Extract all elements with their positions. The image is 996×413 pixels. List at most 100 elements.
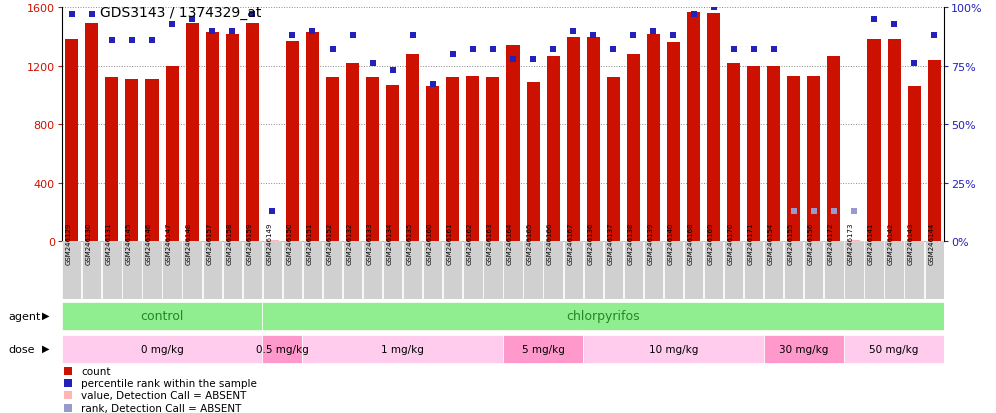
Bar [868, 40, 880, 242]
Bar [286, 42, 299, 242]
Text: GSM246158: GSM246158 [226, 222, 232, 264]
Bar [86, 24, 99, 242]
Text: GSM246155: GSM246155 [788, 222, 794, 264]
Text: 0.5 mg/kg: 0.5 mg/kg [256, 344, 309, 354]
Bar [123, 242, 141, 299]
Bar [646, 35, 660, 242]
Text: ▶: ▶ [42, 310, 50, 320]
Bar [283, 242, 302, 299]
Text: 5 mg/kg: 5 mg/kg [522, 344, 565, 354]
Bar [103, 242, 122, 299]
Bar [707, 14, 720, 242]
Bar [262, 302, 944, 330]
Bar [323, 242, 343, 299]
Bar [222, 242, 242, 299]
Bar [626, 55, 639, 242]
Bar [787, 77, 801, 242]
Bar [884, 242, 903, 299]
Text: GDS3143 / 1374329_at: GDS3143 / 1374329_at [100, 6, 261, 20]
Text: GSM246148: GSM246148 [186, 222, 192, 264]
Bar [764, 242, 784, 299]
Bar [326, 78, 339, 242]
Bar [62, 302, 262, 330]
Bar [904, 242, 923, 299]
Bar [145, 80, 158, 242]
Text: chlorpyrifos: chlorpyrifos [567, 309, 640, 323]
Text: rank, Detection Call = ABSENT: rank, Detection Call = ABSENT [81, 403, 242, 413]
Text: GSM246138: GSM246138 [627, 222, 633, 265]
Text: value, Detection Call = ABSENT: value, Detection Call = ABSENT [81, 390, 247, 401]
Bar [687, 13, 700, 242]
Text: GSM246135: GSM246135 [406, 222, 412, 264]
Bar [643, 242, 663, 299]
Bar [66, 40, 79, 242]
Text: GSM246159: GSM246159 [246, 222, 252, 264]
Text: GSM246146: GSM246146 [146, 222, 152, 264]
Bar [684, 242, 703, 299]
Text: GSM246149: GSM246149 [266, 222, 272, 264]
Bar [584, 335, 764, 363]
Bar [303, 242, 322, 299]
Text: GSM246151: GSM246151 [307, 222, 313, 264]
Bar [587, 38, 600, 242]
Text: GSM246163: GSM246163 [487, 222, 493, 265]
Bar [263, 242, 282, 299]
Text: GSM246156: GSM246156 [808, 222, 814, 264]
Bar [845, 242, 864, 299]
Text: 10 mg/kg: 10 mg/kg [648, 344, 698, 354]
Bar [246, 24, 259, 242]
Text: GSM246131: GSM246131 [106, 222, 112, 265]
Bar [162, 242, 181, 299]
Bar [423, 242, 442, 299]
Bar [406, 55, 419, 242]
Bar [403, 242, 422, 299]
Bar [483, 242, 503, 299]
Bar [604, 242, 622, 299]
Text: GSM246147: GSM246147 [166, 222, 172, 264]
Text: ▶: ▶ [42, 343, 50, 353]
Text: GSM246152: GSM246152 [327, 222, 333, 264]
Text: GSM246137: GSM246137 [608, 222, 614, 265]
Bar [205, 33, 219, 242]
Bar [527, 83, 540, 242]
Bar [825, 242, 844, 299]
Bar [262, 335, 303, 363]
Bar [564, 242, 583, 299]
Bar [363, 242, 382, 299]
Text: GSM246136: GSM246136 [588, 222, 594, 265]
Bar [62, 335, 262, 363]
Text: dose: dose [8, 344, 35, 354]
Text: GSM246172: GSM246172 [828, 222, 834, 264]
Text: 1 mg/kg: 1 mg/kg [381, 344, 424, 354]
Bar [667, 43, 680, 242]
Text: GSM246160: GSM246160 [426, 222, 433, 265]
Bar [182, 242, 202, 299]
Bar [306, 33, 319, 242]
Bar [106, 78, 119, 242]
Text: GSM246157: GSM246157 [206, 222, 212, 264]
Bar [503, 335, 584, 363]
Bar [343, 242, 363, 299]
Text: GSM246169: GSM246169 [707, 222, 713, 265]
Bar [744, 242, 763, 299]
Text: GSM246144: GSM246144 [928, 222, 934, 264]
Text: GSM246166: GSM246166 [547, 222, 553, 265]
Bar [584, 242, 603, 299]
Bar [446, 78, 459, 242]
Bar [83, 242, 102, 299]
Bar [907, 87, 920, 242]
Bar [486, 78, 499, 242]
Bar [727, 64, 740, 242]
Bar [226, 35, 239, 242]
Text: GSM246173: GSM246173 [848, 222, 854, 265]
Bar [607, 78, 620, 242]
Text: GSM246130: GSM246130 [86, 222, 92, 265]
Bar [125, 80, 138, 242]
Text: GSM246168: GSM246168 [687, 222, 693, 265]
Bar [367, 78, 379, 242]
Bar [808, 77, 821, 242]
Text: GSM246139: GSM246139 [647, 222, 653, 265]
Bar [202, 242, 222, 299]
Bar [386, 85, 399, 242]
Bar [924, 242, 944, 299]
